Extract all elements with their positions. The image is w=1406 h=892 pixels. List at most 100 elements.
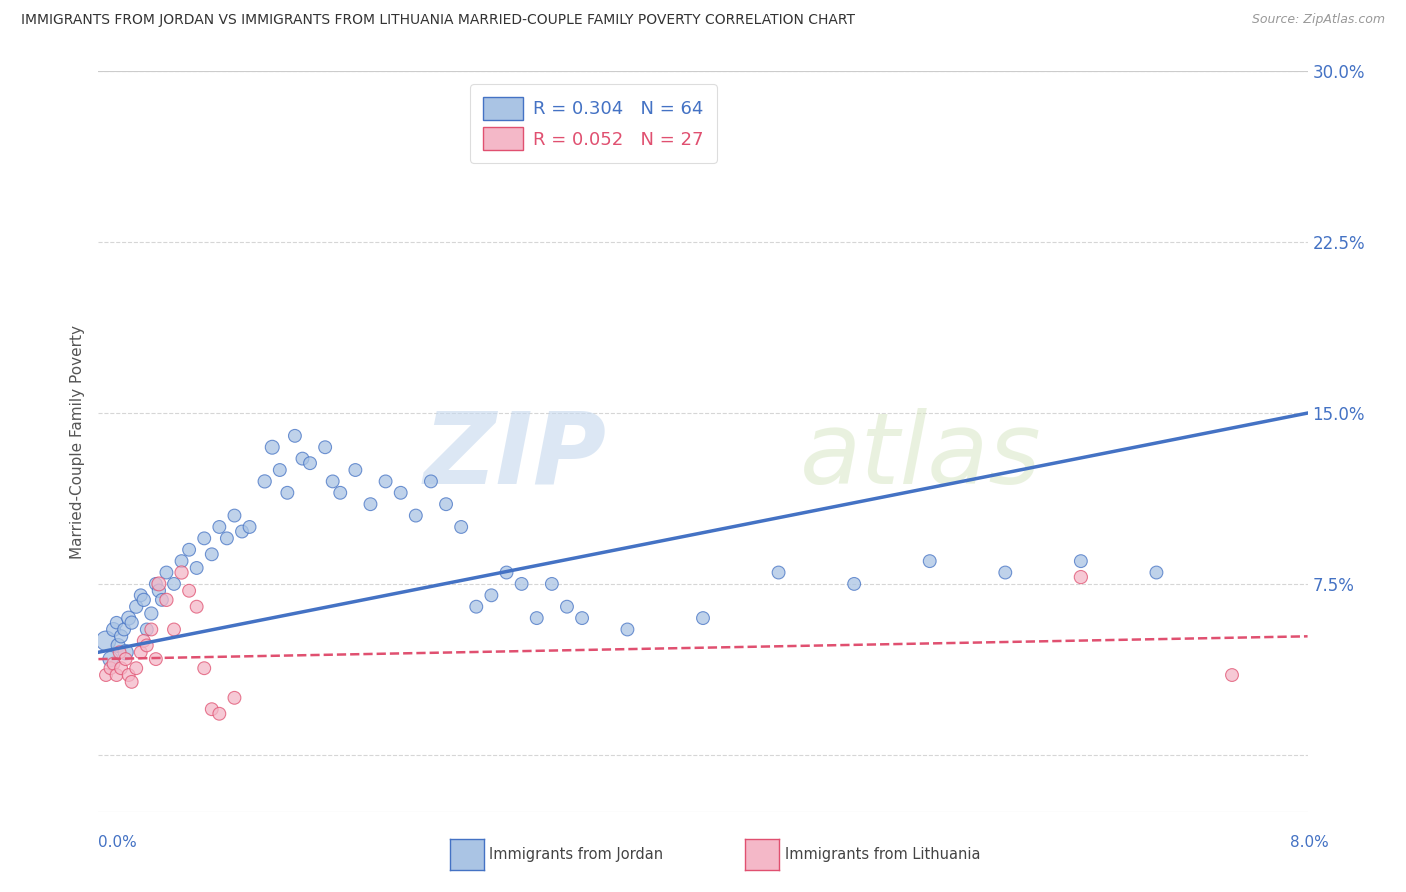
Point — [322, 475, 344, 489]
Point — [150, 592, 173, 607]
Point — [179, 542, 201, 557]
Point — [276, 485, 298, 500]
Point — [129, 588, 152, 602]
Point — [389, 485, 412, 500]
Point — [374, 475, 396, 489]
Point — [121, 674, 143, 689]
Text: IMMIGRANTS FROM JORDAN VS IMMIGRANTS FROM LITHUANIA MARRIED-COUPLE FAMILY POVERT: IMMIGRANTS FROM JORDAN VS IMMIGRANTS FRO… — [21, 13, 855, 28]
Point — [155, 566, 177, 580]
Text: Source: ZipAtlas.com: Source: ZipAtlas.com — [1251, 13, 1385, 27]
Point — [329, 485, 352, 500]
Point — [450, 520, 472, 534]
Point — [299, 456, 322, 470]
Point — [186, 599, 208, 614]
Point — [94, 668, 117, 682]
Point — [103, 623, 125, 637]
Point — [145, 652, 167, 666]
Point — [186, 561, 208, 575]
Point — [994, 566, 1017, 580]
Text: 0.0%: 0.0% — [98, 836, 138, 850]
Point — [105, 615, 128, 630]
Text: 8.0%: 8.0% — [1289, 836, 1329, 850]
Point — [141, 607, 163, 621]
Point — [495, 566, 517, 580]
Point — [179, 583, 201, 598]
Point — [208, 520, 231, 534]
Point — [170, 554, 193, 568]
Point — [208, 706, 231, 721]
Point — [201, 547, 224, 561]
Point — [465, 599, 488, 614]
Point — [571, 611, 593, 625]
Point — [155, 592, 177, 607]
Point — [201, 702, 224, 716]
Point — [100, 652, 122, 666]
Point — [118, 611, 141, 625]
Point — [118, 668, 141, 682]
Point — [103, 657, 125, 671]
Text: ZIP: ZIP — [423, 408, 606, 505]
Point — [768, 566, 790, 580]
Point — [844, 577, 866, 591]
Point — [918, 554, 941, 568]
Point — [314, 440, 336, 454]
Point — [344, 463, 367, 477]
Point — [141, 623, 163, 637]
Point — [1220, 668, 1243, 682]
Point — [405, 508, 427, 523]
Point — [110, 629, 132, 643]
Point — [510, 577, 533, 591]
Point — [1070, 570, 1092, 584]
Point — [231, 524, 253, 539]
Point — [125, 599, 148, 614]
Point — [148, 577, 170, 591]
Point — [555, 599, 578, 614]
Point — [135, 639, 157, 653]
Point — [360, 497, 382, 511]
Point — [239, 520, 262, 534]
Point — [262, 440, 284, 454]
Point — [1070, 554, 1092, 568]
Point — [163, 577, 186, 591]
Point — [100, 661, 122, 675]
Point — [110, 661, 132, 675]
Point — [132, 592, 155, 607]
Point — [132, 633, 155, 648]
Point — [420, 475, 443, 489]
Text: Immigrants from Jordan: Immigrants from Jordan — [489, 847, 664, 862]
Point — [125, 661, 148, 675]
Point — [135, 623, 157, 637]
Point — [112, 623, 135, 637]
Point — [481, 588, 503, 602]
Point — [1146, 566, 1168, 580]
Point — [616, 623, 638, 637]
Text: atlas: atlas — [800, 408, 1042, 505]
Point — [215, 532, 238, 546]
Point — [148, 583, 170, 598]
Point — [114, 645, 136, 659]
Point — [193, 532, 215, 546]
Point — [526, 611, 548, 625]
Point — [224, 508, 246, 523]
Point — [108, 645, 131, 659]
Point — [269, 463, 291, 477]
Point — [434, 497, 457, 511]
Text: Immigrants from Lithuania: Immigrants from Lithuania — [785, 847, 980, 862]
Point — [253, 475, 276, 489]
Point — [541, 577, 564, 591]
Point — [94, 633, 117, 648]
Point — [163, 623, 186, 637]
Point — [105, 668, 128, 682]
Point — [121, 615, 143, 630]
Point — [129, 645, 152, 659]
Point — [284, 429, 307, 443]
Point — [224, 690, 246, 705]
Legend: R = 0.304   N = 64, R = 0.052   N = 27: R = 0.304 N = 64, R = 0.052 N = 27 — [470, 84, 717, 163]
Point — [291, 451, 314, 466]
Y-axis label: Married-Couple Family Poverty: Married-Couple Family Poverty — [70, 325, 86, 558]
Point — [193, 661, 215, 675]
Point — [145, 577, 167, 591]
Point — [107, 639, 129, 653]
Point — [692, 611, 714, 625]
Point — [114, 652, 136, 666]
